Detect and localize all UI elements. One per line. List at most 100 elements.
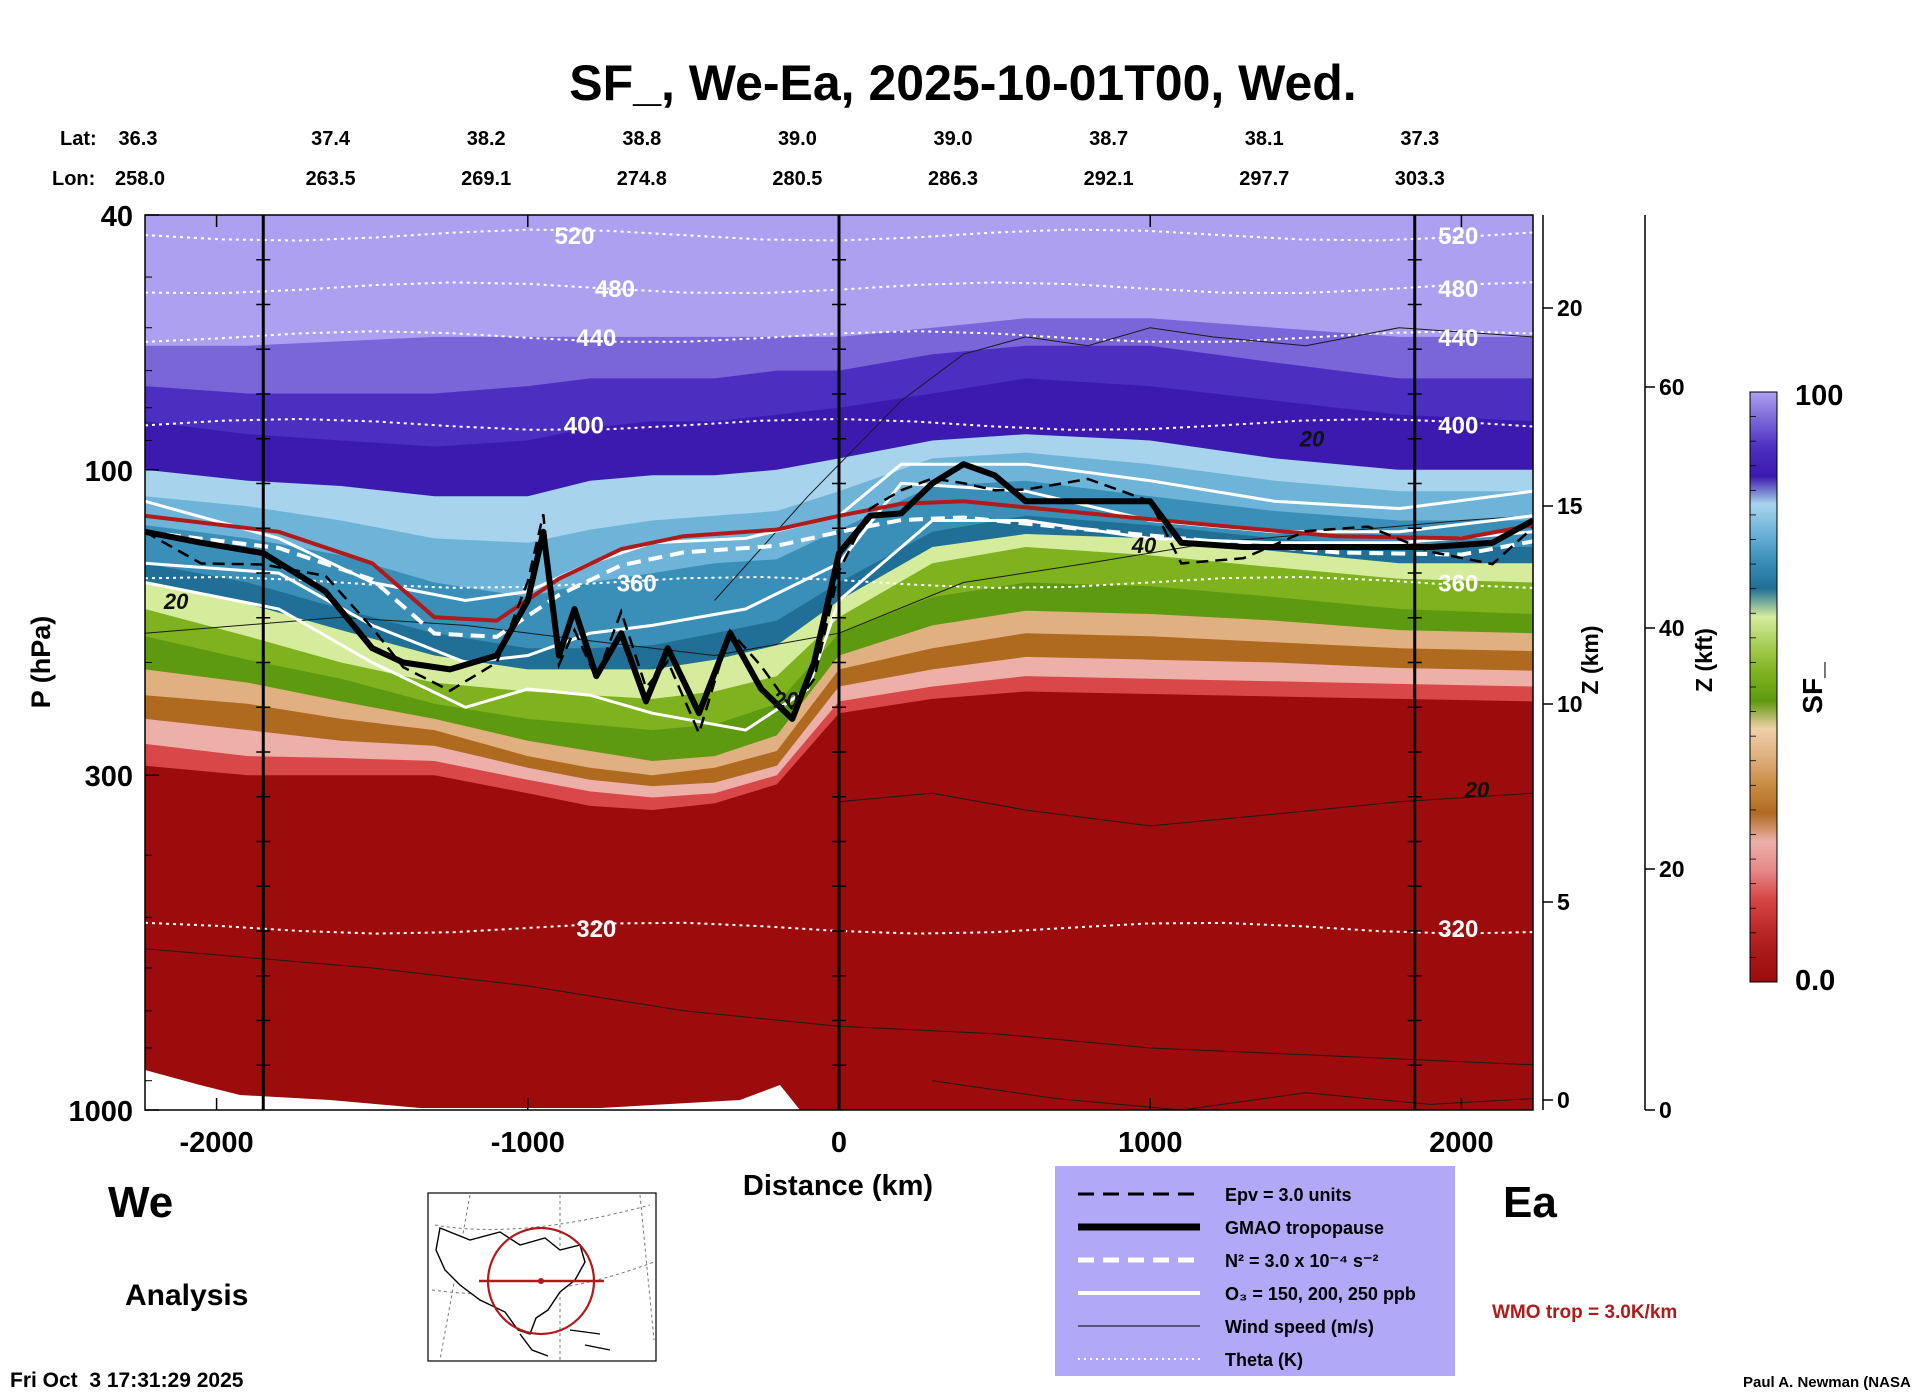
theta-label-480: 480 — [595, 276, 635, 303]
lat-value-6: 38.7 — [1089, 128, 1128, 150]
z-km-tick-label-0: 0 — [1557, 1087, 1570, 1113]
z-kft-tick-label-2: 40 — [1659, 615, 1685, 641]
wind-contour-0 — [145, 515, 1533, 657]
legend-label-4: Wind speed (m/s) — [1225, 1317, 1374, 1337]
west-direction-label: We — [108, 1178, 173, 1227]
colorbar: 100 0.0 SF_ — [1749, 380, 1843, 997]
z-km-tick-label-1: 5 — [1557, 889, 1570, 915]
legend-label-2: N² = 3.0 x 10⁻⁴ s⁻² — [1225, 1251, 1378, 1271]
theta-label-440: 440 — [576, 325, 616, 352]
z-kft-axis-label: Z (kft) — [1691, 628, 1717, 692]
wmo-tropopause-line — [145, 499, 1533, 623]
y-axis-label: P (hPa) — [26, 616, 56, 709]
legend-label-0: Epv = 3.0 units — [1225, 1185, 1352, 1205]
lat-value-8: 37.3 — [1400, 128, 1439, 150]
wind-label-3: 20 — [773, 687, 799, 712]
x-axis: -2000 -1000 0 1000 2000 — [179, 215, 1494, 1159]
wind-contour-2 — [838, 792, 1533, 827]
theta-label-320: 320 — [576, 916, 616, 943]
theta-right-label-320: 320 — [1438, 916, 1478, 943]
wind-contour-4 — [932, 1080, 1533, 1110]
lat-value-5: 39.0 — [934, 128, 973, 150]
theta-label-520: 520 — [554, 223, 594, 250]
lat-value-7: 38.1 — [1245, 128, 1284, 150]
z-km-axis-label: Z (km) — [1577, 626, 1603, 695]
z-km-axis: 0 5 10 15 20 — [1542, 215, 1583, 1113]
x-tick-label-3: 1000 — [1118, 1127, 1183, 1159]
analysis-label: Analysis — [125, 1279, 248, 1312]
wind-label-2: 40 — [1131, 533, 1157, 558]
lat-row-label: Lat: — [60, 128, 97, 150]
theta-right-label-520: 520 — [1438, 223, 1478, 250]
wmo-trop-label: WMO trop = 3.0K/km — [1492, 1302, 1677, 1323]
wind-label-1: 20 — [1299, 427, 1325, 452]
lon-value-1: 263.5 — [306, 168, 356, 190]
lon-value-3: 274.8 — [617, 168, 667, 190]
legend-label-3: O₃ = 150, 200, 250 ppb — [1225, 1284, 1416, 1304]
theta-right-label-480: 480 — [1438, 276, 1478, 303]
colorbar-ticks — [1750, 416, 1756, 958]
lon-value-0: 258.0 — [115, 168, 165, 190]
timestamp: Fri Oct 3 17:31:29 2025 — [10, 1369, 244, 1392]
legend: Epv = 3.0 units GMAO tropopause N² = 3.0 x… — [1055, 1166, 1455, 1376]
colorbar-min-label: 0.0 — [1795, 965, 1835, 997]
x-tick-label-0: -2000 — [179, 1127, 253, 1159]
lon-value-4: 280.5 — [772, 168, 822, 190]
ozone-contour-2 — [145, 519, 1533, 732]
lat-value-3: 38.8 — [622, 128, 661, 150]
z-km-tick-label-4: 20 — [1557, 295, 1583, 321]
y-axis: 40 100 300 1000 — [68, 201, 159, 1128]
lat-value-1: 37.4 — [311, 128, 351, 150]
lon-value-5: 286.3 — [928, 168, 978, 190]
theta-right-label-360: 360 — [1438, 571, 1478, 598]
z-kft-tick-label-0: 0 — [1659, 1097, 1672, 1123]
n2-contour-line — [145, 515, 1533, 639]
z-km-tick-label-2: 10 — [1557, 691, 1583, 717]
x-axis-label: Distance (km) — [743, 1170, 933, 1202]
credit-text: Paul A. Newman (NASA — [1743, 1374, 1911, 1391]
lon-value-7: 297.7 — [1239, 168, 1289, 190]
tropopause-lines — [145, 461, 1533, 737]
y-tick-label-0: 40 — [101, 201, 133, 233]
lat-lon-header: Lat: Lon: 36.3 258.0 37.4 263.5 38.2 269.1 38.… — [52, 128, 1445, 190]
y-tick-label-3: 1000 — [68, 1096, 133, 1128]
x-tick-label-2: 0 — [831, 1127, 847, 1159]
vertical-markers — [256, 215, 1422, 1110]
lon-value-2: 269.1 — [461, 168, 511, 190]
x-tick-label-4: 2000 — [1429, 1127, 1494, 1159]
lat-value-4: 39.0 — [778, 128, 817, 150]
y-tick-label-1: 100 — [85, 456, 133, 488]
legend-label-1: GMAO tropopause — [1225, 1218, 1384, 1238]
epv-contour-line — [145, 477, 1533, 737]
legend-box — [1055, 1166, 1455, 1376]
legend-label-5: Theta (K) — [1225, 1350, 1303, 1370]
lat-value-0: 36.3 — [119, 128, 158, 150]
theta-right-label-440: 440 — [1438, 325, 1478, 352]
x-tick-label-1: -1000 — [491, 1127, 565, 1159]
lon-value-8: 303.3 — [1395, 168, 1445, 190]
z-km-tick-label-3: 15 — [1557, 493, 1583, 519]
theta-right-label-400: 400 — [1438, 413, 1478, 440]
lat-value-2: 38.2 — [467, 128, 506, 150]
z-kft-tick-label-3: 60 — [1659, 374, 1685, 400]
colorbar-max-label: 100 — [1795, 380, 1843, 412]
wind-label-4: 20 — [1464, 777, 1490, 802]
theta-label-360: 360 — [617, 571, 657, 598]
z-kft-axis: 0 20 40 60 — [1644, 215, 1685, 1123]
theta-label-400: 400 — [564, 413, 604, 440]
lon-value-6: 292.1 — [1084, 168, 1134, 190]
y-tick-label-2: 300 — [85, 761, 133, 793]
chart-title: SF_, We-Ea, 2025-10-01T00, Wed. — [569, 55, 1356, 111]
east-direction-label: Ea — [1503, 1178, 1557, 1227]
wind-label-0: 20 — [163, 589, 189, 614]
lon-row-label: Lon: — [52, 168, 95, 190]
locator-map — [427, 1192, 657, 1362]
colorbar-title: SF_ — [1797, 662, 1828, 714]
gmao-tropopause-line — [145, 461, 1533, 722]
z-kft-tick-label-1: 20 — [1659, 856, 1685, 882]
surface-mask — [145, 1070, 800, 1110]
wind-contour-1 — [714, 327, 1533, 601]
